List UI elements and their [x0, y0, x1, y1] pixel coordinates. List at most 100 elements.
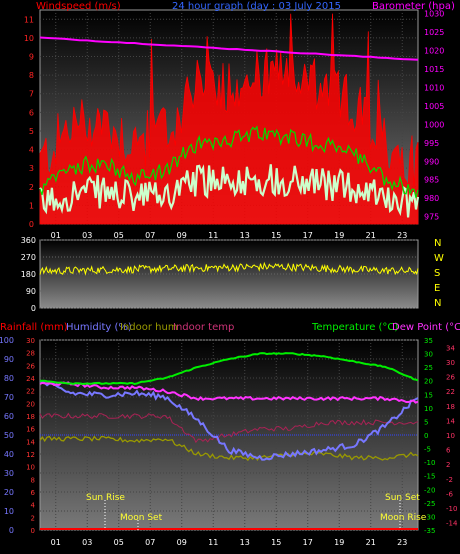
baro-tick-1030: 1030: [424, 10, 444, 19]
compass-label-1: W: [434, 253, 444, 264]
indoor-hum-line: [39, 435, 419, 462]
wind-hour-17: 17: [303, 231, 313, 240]
wind-hour-09: 09: [177, 231, 187, 240]
temp-tick-20: 20: [424, 378, 433, 386]
wind-hour-07: 07: [145, 231, 155, 240]
rain-tick-4: 4: [31, 502, 36, 510]
baro-tick-1020: 1020: [424, 47, 444, 56]
direction-gridlines: [40, 239, 418, 309]
direction-tick-90: 90: [26, 287, 36, 296]
dew-tick--6: -6: [446, 490, 454, 498]
temp-tick--5: -5: [424, 446, 431, 454]
temp-tick-30: 30: [424, 351, 433, 359]
direction-series: [39, 261, 419, 276]
temp-hour-05: 05: [114, 538, 124, 547]
wind-tick-labels: 0 1 2 3 4 5 6 7 8 9 10 11 975 980 985 990 995 1000 1005 101…: [24, 10, 445, 229]
indoor-temp-title: Indoor temp: [173, 322, 234, 333]
baro-tick-975: 975: [424, 213, 439, 222]
rain-tick-30: 30: [26, 337, 35, 345]
wind-hour-11: 11: [208, 231, 218, 240]
dew-tick-26: 26: [446, 374, 455, 382]
temp-tick-labels: 0102030405060708090100024681012141618202…: [0, 336, 458, 535]
wind-hour-13: 13: [240, 231, 250, 240]
dew-tick--14: -14: [446, 520, 458, 528]
rain-tick-6: 6: [31, 489, 36, 497]
baro-tick-985: 985: [424, 176, 439, 185]
wind-hour-labels: 01 03 05 07 09 11 13 15 17 19 21 23: [51, 231, 408, 240]
rain-title: Rainfall (mm): [0, 322, 68, 333]
humidity-tick-90: 90: [4, 355, 14, 364]
compass-label-3: E: [434, 283, 440, 294]
wind-tick-3: 3: [29, 164, 34, 173]
humidity-tick-50: 50: [4, 431, 14, 440]
temp-hour-11: 11: [208, 538, 218, 547]
rain-tick-18: 18: [26, 413, 35, 421]
baro-tick-990: 990: [424, 157, 439, 166]
wind-hour-23: 23: [397, 231, 407, 240]
dewpoint-line: [39, 381, 419, 404]
humidity-line: [39, 379, 419, 461]
humidity-tick-40: 40: [4, 450, 14, 459]
dew-tick-18: 18: [446, 403, 455, 411]
humidity-tick-70: 70: [4, 393, 14, 402]
graph-title: 24 hour graph (day : 03 July 2015: [172, 1, 341, 12]
wind-tick-7: 7: [29, 90, 34, 99]
temp-hour-07: 07: [145, 538, 155, 547]
rain-tick-26: 26: [26, 362, 35, 370]
rain-tick-16: 16: [26, 426, 35, 434]
temp-tick-35: 35: [424, 337, 433, 345]
dewpoint-title: Dew Point (°C): [392, 322, 460, 333]
temp-tick--30: -30: [424, 513, 435, 521]
temp-hour-19: 19: [334, 538, 344, 547]
temp-hour-13: 13: [240, 538, 250, 547]
temp-hour-01: 01: [51, 538, 61, 547]
dew-tick--10: -10: [446, 505, 457, 513]
temp-tick--20: -20: [424, 486, 435, 494]
wind-tick-1: 1: [29, 201, 34, 210]
dew-tick--2: -2: [446, 476, 453, 484]
temp-hour-17: 17: [303, 538, 313, 547]
baro-tick-1025: 1025: [424, 28, 444, 37]
temp-tick--25: -25: [424, 500, 435, 508]
temp-hour-15: 15: [271, 538, 281, 547]
rain-tick-20: 20: [26, 400, 35, 408]
sun-rise-label: Sun Rise: [86, 493, 125, 503]
rain-tick-2: 2: [31, 514, 35, 522]
rain-tick-14: 14: [26, 438, 35, 446]
barometer-line: [39, 36, 419, 61]
wind-barometer-chart: 0123456789101197598098599099510001005101…: [24, 9, 445, 240]
sun-set-label: Sun Set: [385, 493, 420, 503]
temp-tick-25: 25: [424, 364, 433, 372]
indoor-hum-title: Indoor hum: [120, 322, 178, 333]
moon-set-label: Moon Set: [120, 513, 163, 523]
baro-tick-1015: 1015: [424, 65, 444, 74]
baro-tick-980: 980: [424, 194, 439, 203]
compass-label-0: N: [434, 238, 441, 249]
wind-hour-03: 03: [82, 231, 92, 240]
humidity-tick-30: 30: [4, 469, 14, 478]
dew-tick-10: 10: [446, 432, 455, 440]
temperature-humidity-chart: 0102030405060708090100024681012141618202…: [0, 336, 458, 547]
baro-tick-1000: 1000: [424, 120, 444, 129]
wind-hour-19: 19: [334, 231, 344, 240]
wind-direction-line: [39, 261, 419, 276]
wind-tick-9: 9: [29, 53, 34, 62]
wind-tick-10: 10: [24, 34, 34, 43]
temp-hour-09: 09: [177, 538, 187, 547]
wind-title: Windspeed (m/s): [36, 1, 121, 12]
moon-rise-label: Moon Rise: [380, 513, 427, 523]
temp-tick-0: 0: [424, 432, 428, 440]
humidity-tick-100: 100: [0, 336, 14, 345]
direction-tick-labels: 0 90 180 270 360: [21, 236, 36, 313]
humidity-tick-10: 10: [4, 507, 14, 516]
rain-tick-12: 12: [26, 451, 35, 459]
astro-events: Sun Rise Moon Set Sun Set Moon Rise: [86, 493, 427, 530]
wind-tick-2: 2: [29, 183, 34, 192]
wind-hour-05: 05: [114, 231, 124, 240]
rain-tick-24: 24: [26, 375, 35, 383]
temp-hour-labels: 01 03 05 07 09 11 13 15 17 19 21 23: [51, 538, 408, 547]
dew-tick-6: 6: [446, 447, 451, 455]
